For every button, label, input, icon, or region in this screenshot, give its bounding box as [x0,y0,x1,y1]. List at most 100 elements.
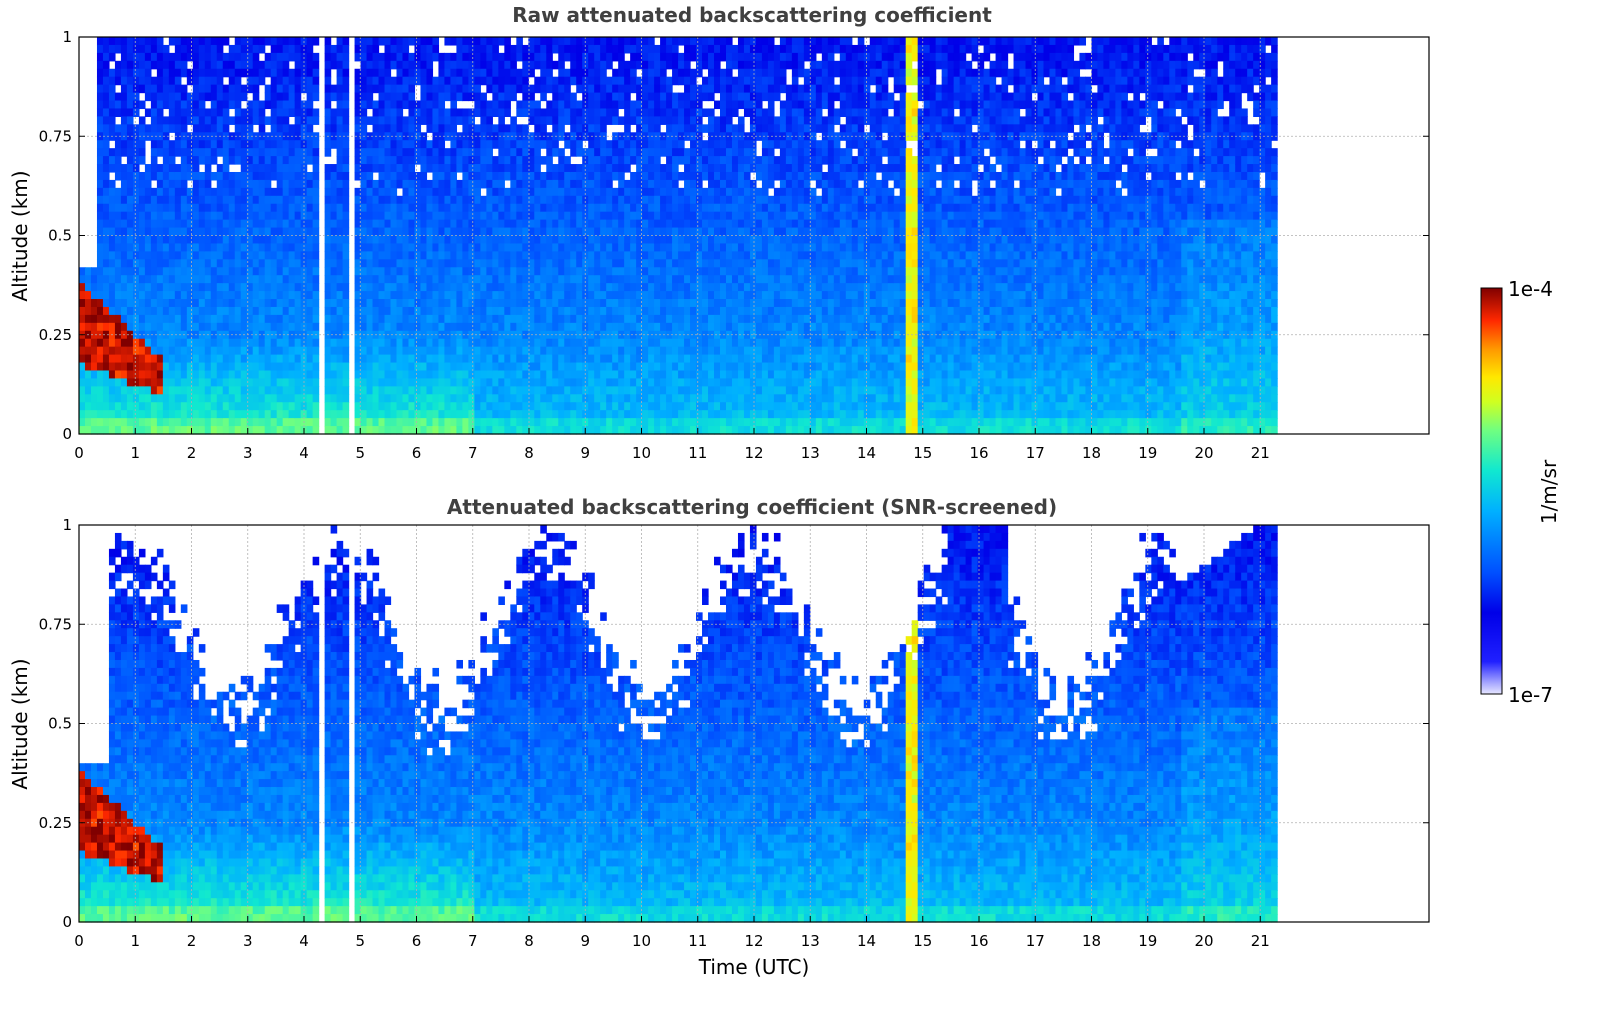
heatmap-cell [456,418,463,427]
heatmap-cell [516,251,523,260]
heatmap-cell [289,93,296,102]
heatmap-cell [235,116,242,125]
heatmap-cell [438,370,445,379]
heatmap-cell [181,283,188,292]
heatmap-cell [331,164,338,173]
heatmap-cell [385,355,392,364]
heatmap-cell [648,212,655,221]
heatmap-cell [145,228,152,237]
heatmap-cell [235,283,242,292]
heatmap-cell [684,69,691,78]
heatmap-cell [678,108,685,117]
heatmap-cell [486,243,493,252]
heatmap-cell [217,108,224,117]
heatmap-cell [672,339,679,348]
heatmap-cell [259,410,266,419]
heatmap-cell [307,220,314,229]
heatmap-cell [408,299,415,308]
heatmap-cell [498,236,505,245]
heatmap-cell [337,299,344,308]
heatmap-cell [379,77,386,86]
heatmap-cell [121,148,128,157]
heatmap-cell [337,164,344,173]
heatmap-cell [420,355,427,364]
heatmap-cell [714,355,721,364]
heatmap-cell [660,394,667,403]
heatmap-cell [295,315,302,324]
heatmap-cell [612,172,619,181]
heatmap-cell [325,204,332,213]
heatmap-cell [576,291,583,300]
heatmap-cell [630,243,637,252]
heatmap-cell [426,251,433,260]
heatmap-cell [714,283,721,292]
heatmap-cell [558,108,565,117]
heatmap-cell [666,410,673,419]
heatmap-cell [408,228,415,237]
heatmap-cell [624,299,631,308]
heatmap-cell [684,410,691,419]
heatmap-cell [325,228,332,237]
heatmap-cell [277,426,284,435]
heatmap-cell [241,347,248,356]
heatmap-cell [462,164,469,173]
heatmap-cell [402,259,409,268]
heatmap-cell [492,61,499,70]
heatmap-cell [696,61,703,70]
heatmap-cell [654,156,661,165]
heatmap-cell [618,363,625,372]
heatmap-cell [217,164,224,173]
heatmap-cell [714,116,721,125]
heatmap-cell [690,299,697,308]
heatmap-cell [199,267,206,276]
heatmap-cell [654,236,661,245]
heatmap-cell [115,220,122,229]
heatmap-cell [331,267,338,276]
heatmap-cell [259,299,266,308]
heatmap-cell [271,426,278,435]
heatmap-cell [385,283,392,292]
heatmap-cell [253,426,260,435]
heatmap-cell [510,180,517,189]
heatmap-cell [391,164,398,173]
heatmap-cell [391,267,398,276]
heatmap-cell [217,204,224,213]
heatmap-cell [385,212,392,221]
heatmap-cell [504,418,511,427]
heatmap-cell [385,45,392,54]
heatmap-cell [498,418,505,427]
heatmap-cell [552,243,559,252]
heatmap-cell [468,196,475,205]
heatmap-cell [313,418,320,427]
heatmap-cell [307,77,314,86]
heatmap-cell [151,93,158,102]
heatmap-cell [540,275,547,284]
heatmap-cell [618,164,625,173]
heatmap-cell [414,101,421,110]
heatmap-cell [714,85,721,94]
heatmap-cell [79,275,86,284]
heatmap-cell [546,243,553,252]
heatmap-cell [103,251,110,260]
heatmap-cell [462,45,469,54]
heatmap-cell [462,196,469,205]
heatmap-cell [666,212,673,221]
heatmap-cell [438,299,445,308]
heatmap-cell [295,212,302,221]
heatmap-cell [223,394,230,403]
heatmap-cell [504,402,511,411]
heatmap-cell [462,53,469,62]
heatmap-cell [642,180,649,189]
heatmap-cell [127,275,134,284]
heatmap-cell [576,45,583,54]
heatmap-cell [271,116,278,125]
heatmap-cell [253,212,260,221]
heatmap-cell [414,212,421,221]
heatmap-cell [444,77,451,86]
heatmap-cell [109,394,116,403]
heatmap-cell [379,291,386,300]
heatmap-cell [432,228,439,237]
heatmap-cell [379,180,386,189]
heatmap-cell [361,275,368,284]
heatmap-cell [594,45,601,54]
